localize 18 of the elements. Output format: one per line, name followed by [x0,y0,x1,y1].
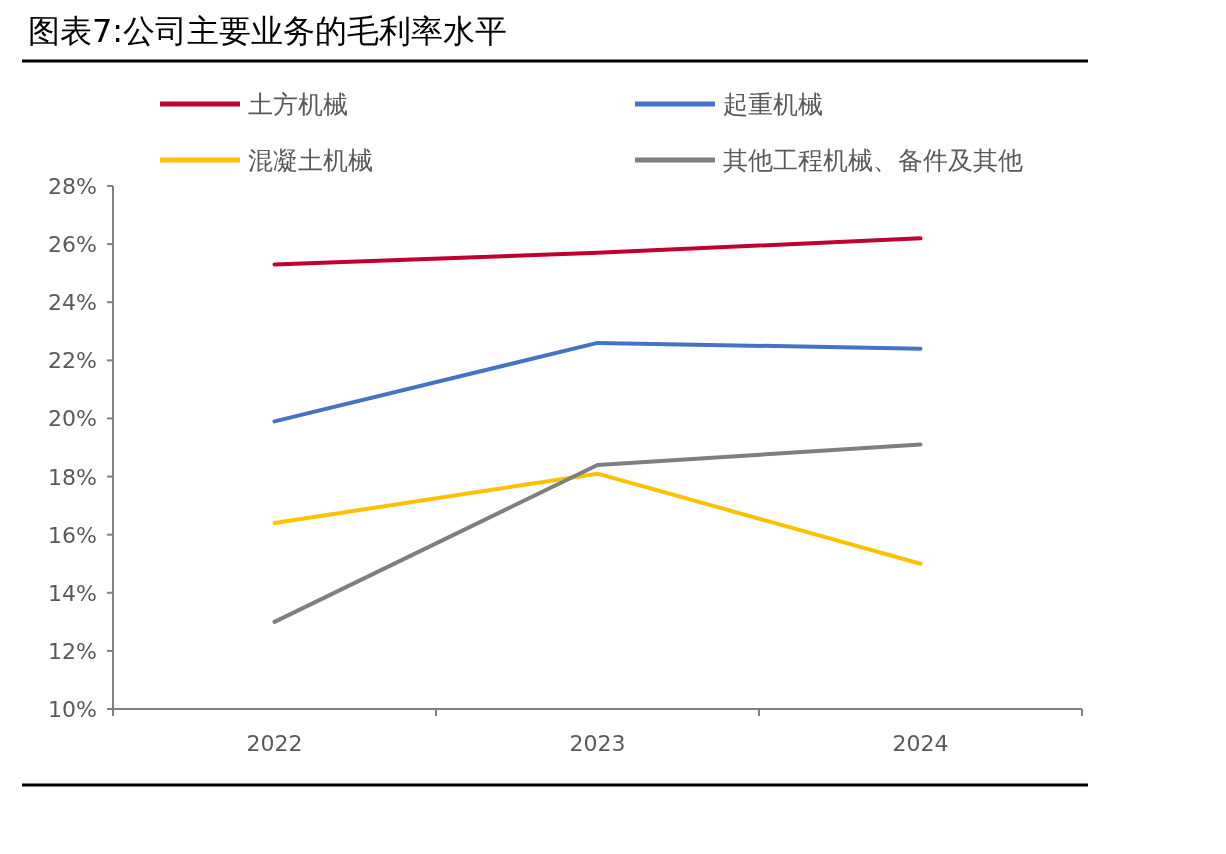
legend-label: 混凝土机械 [248,146,373,175]
legend-label: 起重机械 [723,90,823,119]
y-tick-label: 16% [48,522,97,548]
y-tick-label: 14% [48,580,97,606]
y-tick-label: 28% [48,174,97,199]
chart-title: 图表7:公司主要业务的毛利率水平 [28,12,508,50]
y-tick-label: 20% [48,406,97,432]
x-tick-label: 2022 [246,731,303,756]
legend-label: 其他工程机械、备件及其他 [723,146,1023,175]
y-tick-label: 18% [48,464,97,490]
y-tick-label: 22% [48,348,97,374]
y-tick-label: 10% [48,697,97,722]
y-tick-label: 26% [48,232,97,258]
x-tick-label: 2023 [569,731,626,756]
y-tick-label: 24% [48,290,97,316]
legend-label: 土方机械 [248,90,348,119]
y-tick-label: 12% [48,638,97,664]
x-tick-label: 2024 [892,731,949,756]
